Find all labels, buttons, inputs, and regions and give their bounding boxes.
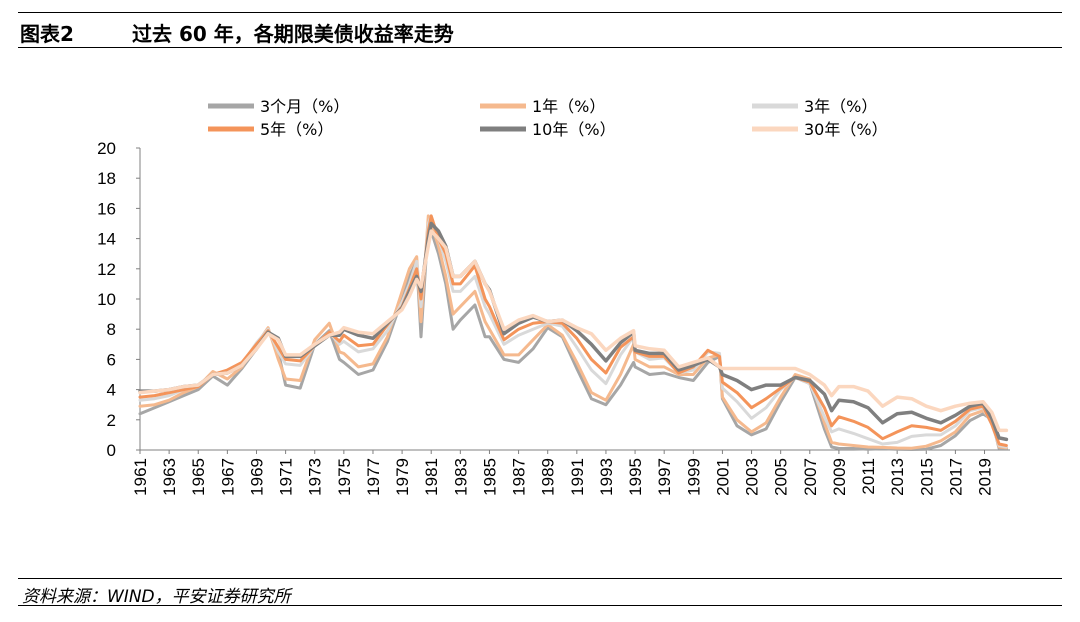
x-tick-label: 1967 bbox=[218, 458, 237, 496]
x-tick-label: 1969 bbox=[247, 458, 266, 496]
x-tick-label: 1979 bbox=[393, 458, 412, 496]
x-tick-label: 1997 bbox=[655, 458, 674, 496]
y-tick-label: 16 bbox=[97, 199, 116, 218]
x-tick-label: 1993 bbox=[597, 458, 616, 496]
x-tick-label: 2011 bbox=[859, 458, 878, 495]
chart-axes: 0 2 4 6 8 10 12 14 16 18 20 1961 1963 1965 1967 1969 197… bbox=[97, 139, 1010, 496]
chart-series bbox=[138, 214, 1009, 451]
y-tick-label: 10 bbox=[97, 290, 116, 309]
source-bottom-rule bbox=[18, 605, 1062, 606]
x-tick-label: 2015 bbox=[917, 458, 936, 496]
legend-label: 3个月（%） bbox=[260, 97, 349, 116]
y-tick-label: 18 bbox=[97, 169, 116, 188]
x-tick-label: 1973 bbox=[306, 458, 325, 496]
legend-label: 1年（%） bbox=[532, 97, 605, 116]
y-tick-label: 8 bbox=[107, 320, 116, 339]
x-tick-label: 1961 bbox=[131, 458, 150, 496]
x-tick-label: 1987 bbox=[510, 458, 529, 496]
y-tick-label: 6 bbox=[107, 350, 116, 369]
series-line-0 bbox=[138, 222, 1008, 451]
y-tick-label: 4 bbox=[107, 381, 116, 400]
x-tick-label: 1999 bbox=[684, 458, 703, 496]
x-tick-label: 2007 bbox=[801, 458, 820, 496]
x-tick-label: 1975 bbox=[335, 458, 354, 496]
x-tick-label: 1985 bbox=[480, 458, 499, 496]
series-line-4 bbox=[138, 221, 1009, 442]
y-tick-label: 14 bbox=[97, 230, 116, 249]
x-tick-label: 1971 bbox=[277, 458, 296, 496]
y-tick-label: 0 bbox=[107, 441, 116, 460]
legend-label: 3年（%） bbox=[804, 97, 877, 116]
x-tick-label: 1981 bbox=[422, 458, 441, 496]
y-tick-label: 2 bbox=[107, 411, 116, 430]
x-tick-label: 1977 bbox=[364, 458, 383, 496]
x-tick-label: 2019 bbox=[976, 458, 995, 496]
x-tick-label: 2013 bbox=[888, 458, 907, 496]
x-tick-label: 1983 bbox=[451, 458, 470, 496]
x-tick-label: 2003 bbox=[743, 458, 762, 496]
source-top-rule bbox=[18, 578, 1062, 579]
figure-title: 过去 60 年，各期限美债收益率走势 bbox=[132, 22, 454, 46]
series-line-5 bbox=[138, 229, 1009, 433]
x-tick-label: 1965 bbox=[189, 458, 208, 496]
legend-label: 5年（%） bbox=[260, 120, 333, 139]
y-tick-label: 20 bbox=[97, 139, 116, 158]
x-tick-label: 2001 bbox=[713, 458, 732, 496]
x-tick-label: 2005 bbox=[772, 458, 791, 496]
x-tick-label: 1989 bbox=[539, 458, 558, 496]
x-tick-label: 1995 bbox=[626, 458, 645, 496]
x-tick-label: 2009 bbox=[830, 458, 849, 496]
x-tick-label: 1963 bbox=[160, 458, 179, 496]
y-tick-label: 12 bbox=[97, 260, 116, 279]
legend-label: 30年（%） bbox=[804, 120, 888, 139]
figure-label: 图表2 bbox=[20, 22, 74, 46]
legend-label: 10年（%） bbox=[532, 120, 616, 139]
chart-legend: 3个月（%） 1年（%） 3年（%） 5年（%） 10年（%） 30年（%） bbox=[208, 97, 888, 139]
x-tick-label: 1991 bbox=[568, 458, 587, 496]
source-note: 资料来源：WIND，平安证券研究所 bbox=[22, 587, 291, 607]
x-tick-label: 2017 bbox=[946, 458, 965, 496]
yield-chart: 0 2 4 6 8 10 12 14 16 18 20 1961 1963 1965 1967 1969 197… bbox=[97, 97, 1010, 496]
top-rule bbox=[18, 12, 1062, 13]
title-rule bbox=[18, 47, 1062, 48]
